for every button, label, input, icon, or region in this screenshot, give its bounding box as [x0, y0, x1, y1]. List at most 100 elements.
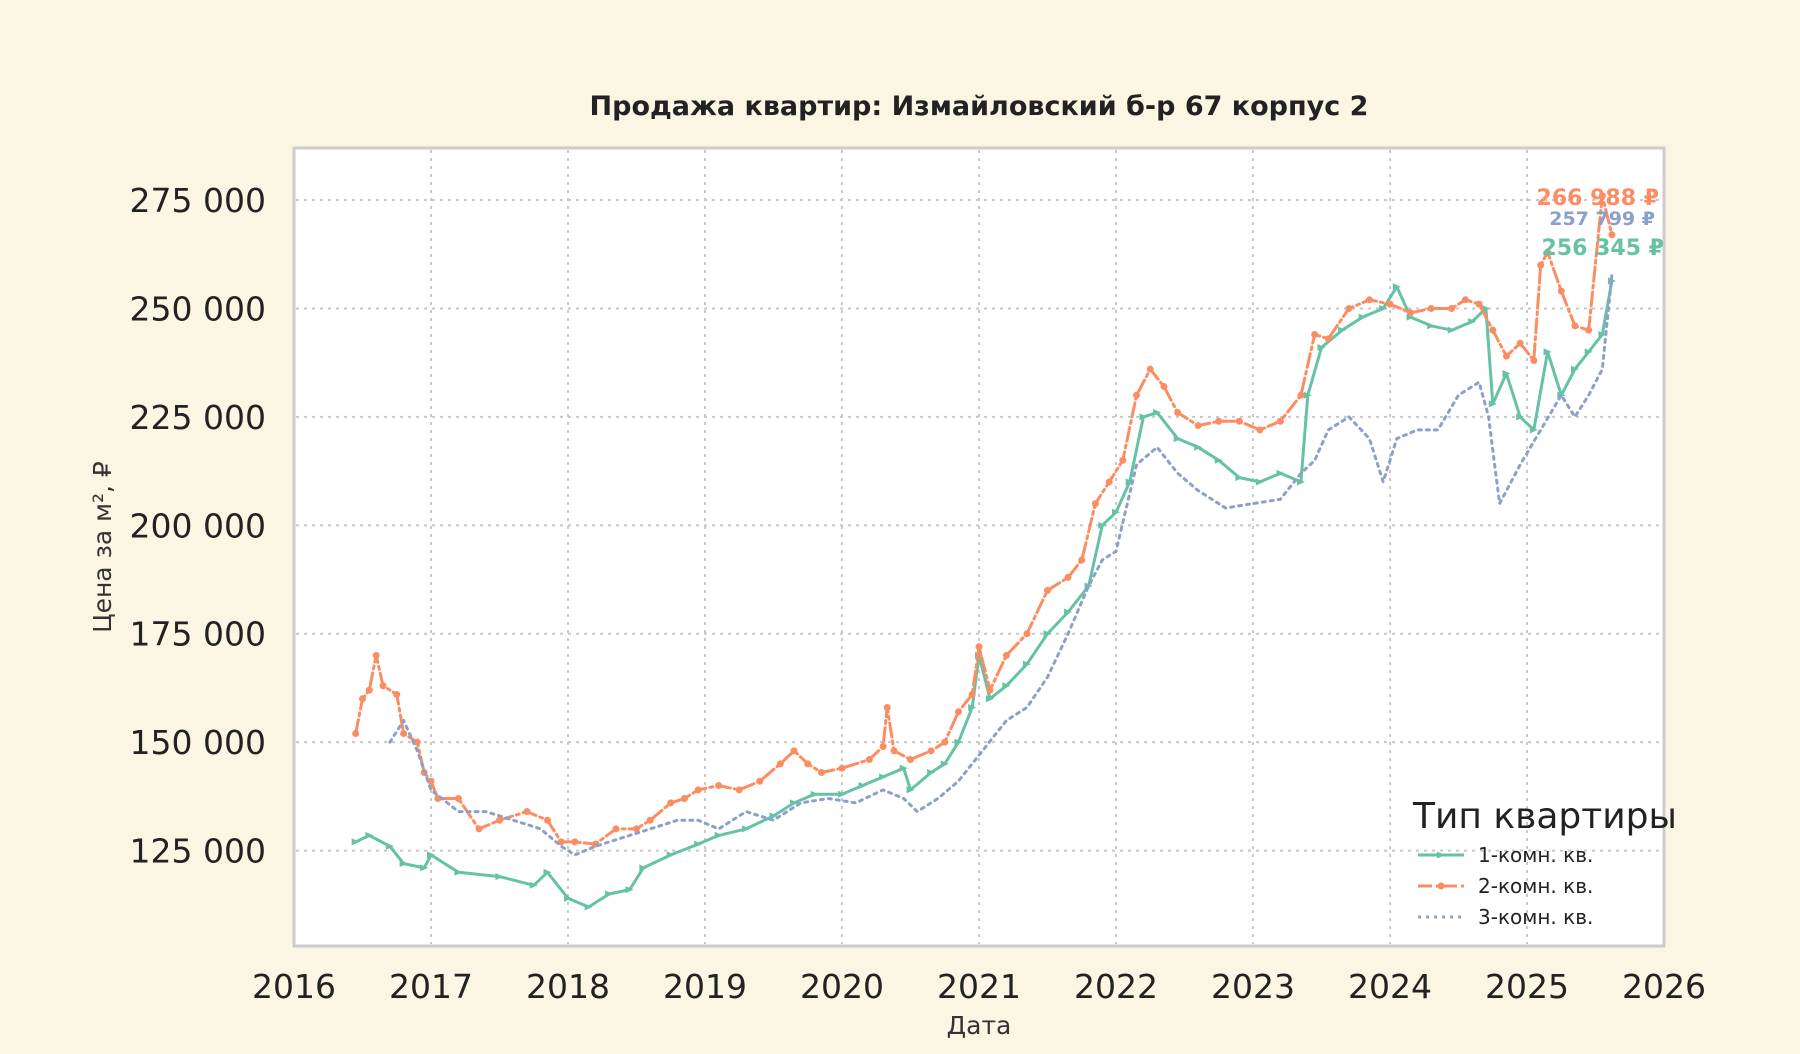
- x-tick-label: 2020: [800, 967, 884, 1006]
- series-2-point: [365, 686, 373, 694]
- series-1-point: [385, 842, 394, 850]
- y-tick-label: 200 000: [130, 506, 266, 545]
- series-2-point: [890, 747, 898, 755]
- series-1-point: [1358, 313, 1367, 321]
- series-1-point: [427, 851, 435, 859]
- series-2-point: [1461, 296, 1469, 304]
- series-1-point: [1139, 413, 1148, 421]
- series-2-point: [954, 708, 962, 716]
- series-2-point: [1174, 409, 1182, 417]
- series-2-point: [523, 808, 531, 816]
- series-1-point: [639, 864, 648, 872]
- series-2-point: [1002, 651, 1010, 659]
- series-2-point: [1235, 417, 1243, 425]
- series-2-point: [612, 825, 620, 833]
- series-1-point: [1379, 304, 1388, 312]
- series-1-point: [1173, 435, 1182, 443]
- series-1-point: [1255, 478, 1264, 486]
- series-1-point: [1002, 682, 1011, 690]
- series-1-point: [1194, 443, 1203, 451]
- x-tick-label: 2018: [526, 967, 610, 1006]
- series-2-point: [1133, 391, 1141, 399]
- x-axis: 2016 2017 2018 2019 2020 2021 2022 2023 2024 2025…: [252, 967, 1706, 1006]
- series-2-point: [1105, 478, 1113, 486]
- series-2-point: [1608, 231, 1616, 239]
- series-1-point: [666, 851, 675, 859]
- series-1-point: [1392, 283, 1401, 291]
- y-tick-label: 150 000: [130, 723, 266, 762]
- series-2-point: [1448, 304, 1456, 312]
- series-2-point: [1215, 417, 1223, 425]
- series-1: [351, 277, 1616, 911]
- end-label-series-2: 266 988 ₽: [1537, 186, 1659, 211]
- x-tick-label: 2017: [389, 967, 473, 1006]
- series-2-point: [393, 690, 401, 698]
- series-1-point: [1064, 608, 1073, 616]
- series-3-line: [388, 273, 1614, 857]
- series-1-point: [1153, 409, 1162, 417]
- series-1-point: [1235, 474, 1244, 482]
- series-1-point: [1317, 344, 1326, 351]
- series-2-point: [379, 682, 387, 690]
- series-2-point: [352, 729, 360, 737]
- series-1-point: [495, 873, 504, 881]
- series-2-point: [1064, 573, 1072, 581]
- series-1-point: [858, 782, 867, 790]
- series-1-point: [1468, 317, 1477, 325]
- series-2-point: [1297, 391, 1305, 399]
- chart-title: Продажа квартир: Измайловский б-р 67 кор…: [590, 91, 1369, 122]
- y-tick-label: 175 000: [130, 615, 266, 654]
- series-1-point: [899, 764, 908, 772]
- series-1-point: [1427, 322, 1436, 330]
- series-1-point: [1543, 348, 1552, 356]
- series-1-point: [543, 868, 552, 876]
- series-2-point: [756, 777, 764, 785]
- series-1-point: [1276, 469, 1285, 477]
- x-tick-label: 2021: [937, 967, 1021, 1006]
- series-1-point: [1112, 508, 1120, 516]
- series-2-point: [1078, 556, 1086, 564]
- series-1-point: [365, 831, 374, 839]
- series-2-point: [496, 816, 503, 824]
- series-2-point: [1407, 309, 1415, 317]
- series-1-point: [529, 881, 538, 889]
- series-2-point: [1537, 261, 1545, 269]
- series-2-point: [1427, 304, 1435, 312]
- series-layer: [351, 192, 1616, 911]
- series-2-point: [975, 643, 983, 651]
- series-2-point: [968, 690, 976, 698]
- series-2-point: [776, 760, 784, 768]
- series-2-point: [543, 816, 551, 824]
- series-1-point: [838, 790, 846, 798]
- legend-title: Тип квартиры: [1412, 796, 1677, 837]
- series-1-point: [605, 890, 614, 898]
- series-1-point: [1598, 330, 1607, 338]
- series-2-point: [1557, 287, 1565, 295]
- legend-marker: [1437, 882, 1445, 890]
- series-1-point: [954, 738, 963, 746]
- series-2-point: [735, 786, 743, 794]
- series-2-point: [1365, 296, 1373, 304]
- series-1-point: [1488, 400, 1497, 408]
- series-2-point: [817, 769, 825, 777]
- series-2-point: [1571, 322, 1579, 330]
- series-1-point: [694, 840, 703, 848]
- series-2-point: [879, 743, 887, 750]
- series-1-point: [810, 790, 819, 798]
- series-2-point: [1489, 326, 1497, 334]
- series-2-point: [1585, 326, 1593, 334]
- series-2-point: [571, 838, 579, 846]
- series-2-point: [927, 747, 935, 755]
- series-1-point: [1022, 660, 1031, 668]
- legend: Тип квартиры 1-комн. кв. 2-комн. кв. 3-ком…: [1412, 796, 1677, 929]
- series-1-point: [399, 860, 408, 868]
- series-1-point: [1529, 426, 1538, 434]
- series-1-point: [769, 812, 778, 820]
- y-tick-label: 225 000: [130, 398, 266, 437]
- series-1-point: [454, 868, 463, 876]
- x-tick-label: 2016: [252, 967, 336, 1006]
- grid: [296, 150, 1662, 944]
- series-1-point: [1125, 478, 1134, 486]
- series-2-point: [475, 825, 483, 833]
- series-1-point: [714, 831, 723, 839]
